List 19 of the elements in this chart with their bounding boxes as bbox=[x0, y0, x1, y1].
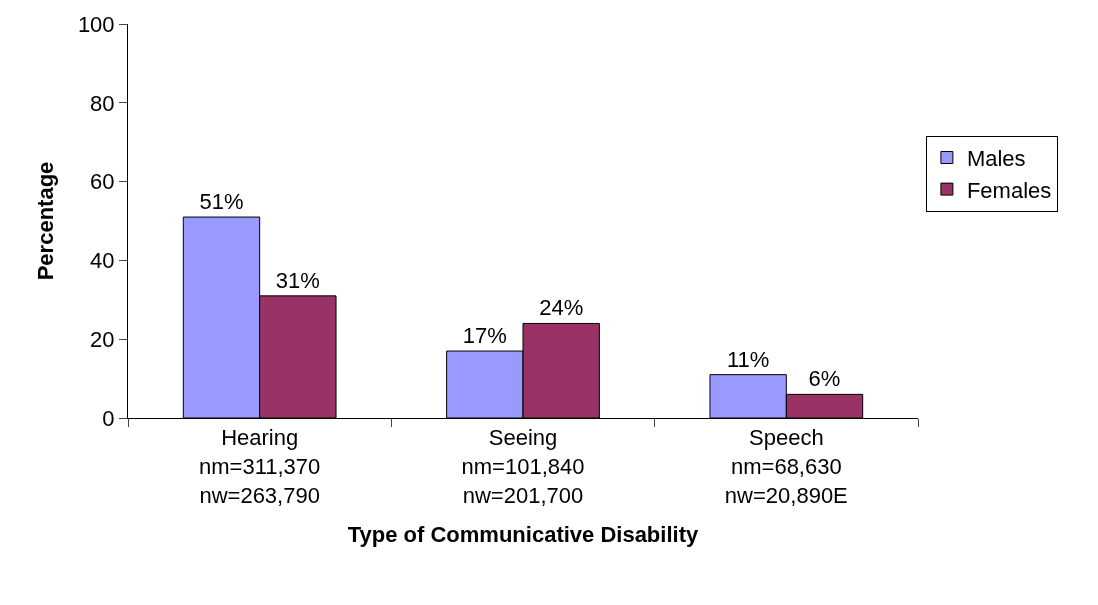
legend-label: Females bbox=[966, 177, 1052, 203]
x-tick-label: Seeing nm=101,840 nw=201,700 bbox=[461, 425, 585, 508]
data-label: 17% bbox=[462, 323, 507, 349]
x-tick-label: Hearing nm=311,370 nw=263,790 bbox=[199, 425, 321, 508]
x-axis-title: Type of Communicative Disability bbox=[347, 522, 699, 548]
data-label: 24% bbox=[539, 295, 584, 321]
y-tick-label: 100 bbox=[77, 11, 115, 37]
y-tick-label: 40 bbox=[90, 248, 115, 274]
y-tick-label: 60 bbox=[90, 169, 115, 195]
y-tick-label: 20 bbox=[90, 326, 115, 352]
y-axis-title: Percentage bbox=[32, 161, 58, 281]
data-label: 51% bbox=[199, 189, 244, 215]
y-tick-label: 0 bbox=[102, 405, 115, 431]
y-tick-label: 80 bbox=[90, 90, 115, 116]
legend-label: Males bbox=[966, 146, 1026, 172]
data-label: 31% bbox=[275, 267, 320, 293]
data-label: 11% bbox=[726, 346, 770, 372]
x-tick-label: Speech nm=68,630 nw=20,890E bbox=[724, 425, 848, 508]
data-label: 6% bbox=[808, 366, 841, 392]
